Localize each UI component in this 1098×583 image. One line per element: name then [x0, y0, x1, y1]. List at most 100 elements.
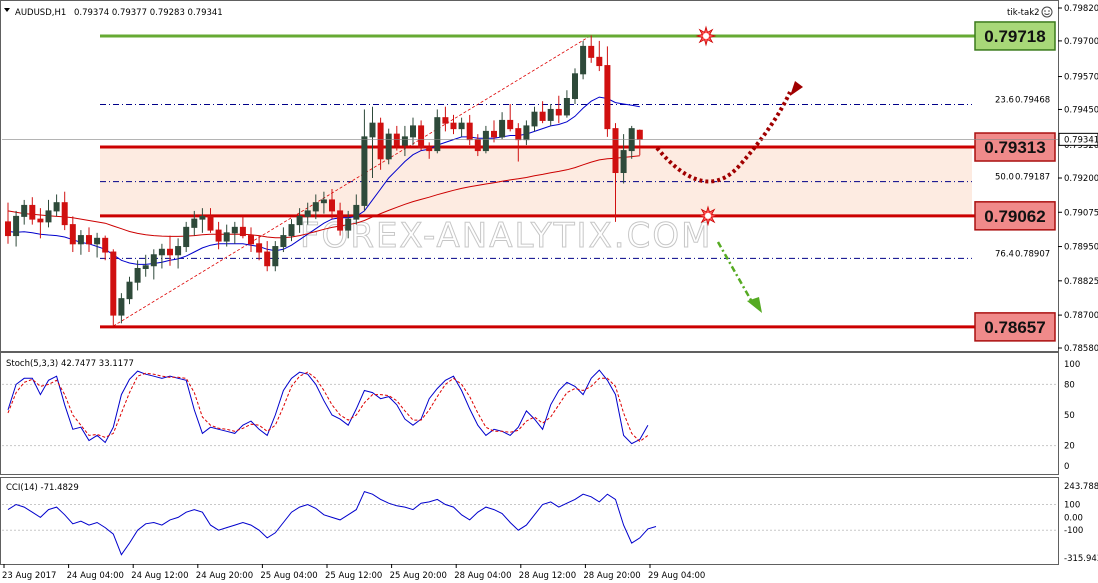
candle-body	[547, 108, 554, 121]
candle-body	[199, 215, 206, 220]
ohlc-label: 0.79374 0.79377 0.79283 0.79341	[74, 8, 223, 18]
candle-body	[418, 125, 425, 149]
fib-ratio-label: 50.0	[995, 173, 1014, 183]
price-tick-label: 0.78825	[1064, 277, 1098, 287]
ma-red-line	[7, 155, 640, 239]
candle-body	[191, 218, 198, 228]
candle-body	[450, 122, 457, 130]
candle-body	[580, 45, 587, 75]
candle-body	[466, 122, 473, 141]
fib-trendline	[113, 35, 592, 327]
candle-body	[426, 147, 433, 152]
broker-tag: tik-tak2	[1007, 8, 1040, 18]
candle-body	[588, 45, 595, 58]
time-tick-label: 24 Aug 12:00	[131, 571, 188, 581]
time-tick-label: 29 Aug 04:00	[648, 571, 705, 581]
price-tick-label: 0.78580	[1064, 344, 1098, 354]
candle-body	[239, 226, 246, 237]
candle-body	[280, 235, 287, 248]
candle-body	[94, 237, 101, 245]
cci-tick-label: -315.9433	[1064, 554, 1098, 564]
price-tick-label: 0.79320	[1064, 141, 1098, 151]
fibonacci-levels: 23.6 0.79468 50.0 0.79187 76.4 0.78907	[100, 35, 1050, 327]
cci-panel-frame	[0, 477, 1059, 565]
candle-body	[499, 119, 506, 138]
candle-body	[353, 204, 360, 220]
candle-body	[636, 129, 643, 140]
time-tick-label: 23 Aug 2017	[2, 571, 56, 581]
level-box-0.79062	[974, 201, 1056, 231]
candle-body	[312, 202, 319, 212]
candle-body	[86, 235, 92, 245]
candle-body	[491, 130, 497, 138]
price-tick-label: 0.79075	[1064, 208, 1098, 218]
time-tick-label: 28 Aug 04:00	[454, 571, 511, 581]
time-tick-label: 24 Aug 04:00	[67, 571, 124, 581]
cci-panel: 243.7882 100 0.00 -100 -315.9433	[2, 482, 1098, 564]
candle-body	[45, 210, 52, 223]
candle-body	[304, 210, 311, 217]
level-value: 0.79718	[984, 27, 1045, 46]
candle-body	[5, 221, 11, 237]
fib-price-label: 0.79187	[1015, 173, 1050, 183]
candle-body	[458, 122, 465, 130]
candle-body	[531, 111, 538, 127]
time-axis: 23 Aug 2017 24 Aug 04:00 24 Aug 12:00 24 Au…	[2, 564, 705, 581]
bearish-forecast-arrow	[716, 241, 754, 303]
time-tick-label: 25 Aug 20:00	[390, 571, 447, 581]
cci-tick-label: -100	[1064, 526, 1083, 536]
time-tick-label: 28 Aug 12:00	[519, 571, 576, 581]
stoch-d-line	[7, 371, 649, 443]
candle-body	[183, 226, 190, 248]
candle-body	[515, 128, 522, 141]
candle-body	[272, 246, 279, 267]
smiley-icon[interactable]	[1041, 6, 1053, 18]
candle-body	[369, 122, 376, 138]
cci-tick-label: 243.7882	[1064, 482, 1098, 492]
candle-body	[385, 133, 392, 160]
candle-body	[434, 117, 441, 152]
cci-line	[7, 490, 657, 556]
candle-body	[296, 215, 303, 226]
stoch-label: Stoch(5,3,3) 42.7477 33.1177	[6, 359, 134, 369]
arrow-head-icon	[747, 297, 762, 313]
candle-body	[572, 73, 578, 99]
candle-body	[150, 254, 157, 267]
main-panel-frame	[0, 0, 1059, 352]
fib-ratio-label: 76.4	[995, 249, 1014, 259]
candle-body	[620, 150, 627, 174]
fib-ratio-label: 23.6	[995, 96, 1014, 106]
candle-body	[482, 130, 489, 152]
candle-body	[264, 251, 271, 267]
fib-price-label: 0.78907	[1015, 249, 1050, 259]
candle-body	[410, 125, 416, 138]
explosion-icon-core	[703, 32, 709, 39]
candle-body	[158, 248, 165, 256]
candle-body	[53, 202, 60, 212]
candle-body	[256, 243, 263, 253]
cci-label: CCI(14) -71.4829	[6, 483, 79, 493]
level-box-0.78657	[974, 312, 1056, 342]
candle-body	[175, 246, 182, 256]
candle-body	[523, 125, 530, 141]
annotations	[655, 25, 803, 313]
candle-body	[69, 224, 76, 245]
candle-body	[29, 204, 36, 220]
time-tick-label: 25 Aug 04:00	[260, 571, 317, 581]
candle-body	[207, 215, 214, 231]
watermark: FOREX-ANALYTIX.COM	[300, 216, 711, 257]
candle-body	[126, 281, 133, 300]
level-box-0.79313	[974, 132, 1056, 162]
candle-body	[563, 97, 570, 116]
candle-body	[248, 235, 254, 245]
current-price-badge	[1058, 132, 1098, 146]
price-tick-label: 0.78700	[1064, 311, 1098, 321]
caret-down-icon[interactable]	[4, 8, 10, 12]
candle-body	[442, 117, 449, 124]
candle-body	[102, 237, 109, 253]
candle-body	[604, 65, 611, 130]
stoch-k-line	[7, 369, 649, 445]
price-tick-label: 0.79700	[1064, 37, 1098, 47]
cci-tick-label: 100	[1064, 500, 1080, 510]
